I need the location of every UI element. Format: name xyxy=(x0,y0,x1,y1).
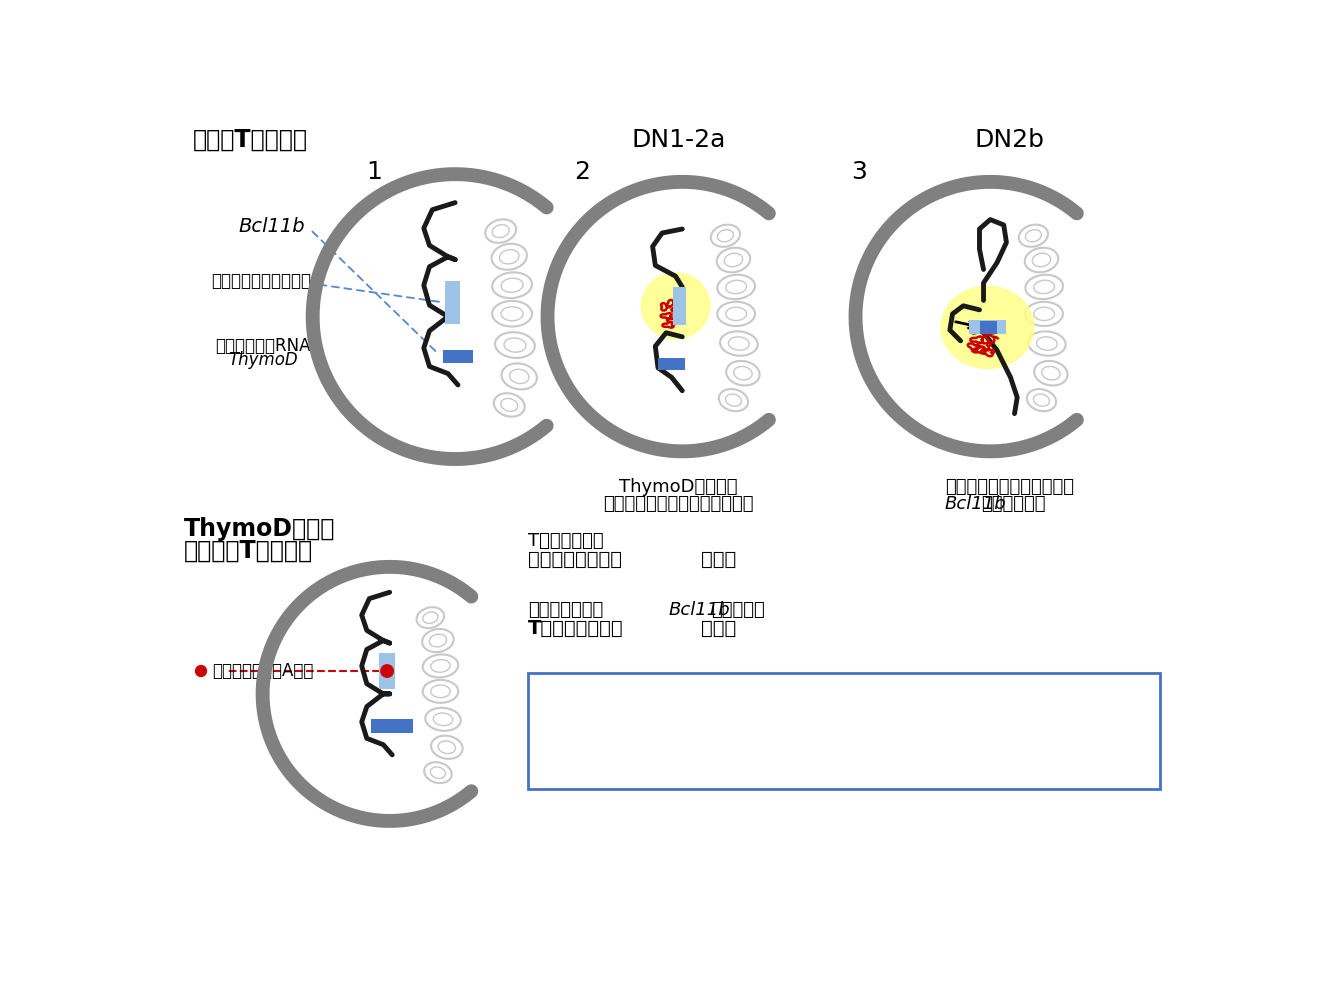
Text: ThymoD転写が: ThymoD転写が xyxy=(184,517,335,541)
Text: ThymoDの転写が: ThymoDの転写が xyxy=(619,478,738,496)
Text: 長鎖非コードRNA: 長鎖非コードRNA xyxy=(215,338,310,356)
Bar xyxy=(969,321,1007,335)
Text: Bcl11b: Bcl11b xyxy=(944,495,1005,513)
Text: ThymoD: ThymoD xyxy=(228,352,298,370)
Text: 停止したT細胞分化: 停止したT細胞分化 xyxy=(184,538,314,562)
Text: ・: ・ xyxy=(539,736,549,755)
Text: 複合型免疫不全症: 複合型免疫不全症 xyxy=(529,550,622,569)
Text: T細胞分化障害: T細胞分化障害 xyxy=(529,532,603,550)
Text: スーパーエンハンサーを活性化: スーパーエンハンサーを活性化 xyxy=(603,495,754,513)
FancyBboxPatch shape xyxy=(529,673,1160,789)
Bar xyxy=(980,322,997,334)
Text: DN2b: DN2b xyxy=(975,128,1044,152)
Text: 1: 1 xyxy=(366,160,382,184)
Ellipse shape xyxy=(641,273,710,340)
Text: の発症: の発症 xyxy=(701,619,736,638)
Text: 核内の配置転換が誘導され: 核内の配置転換が誘導され xyxy=(945,478,1075,496)
Text: の発症: の発症 xyxy=(701,550,736,569)
Bar xyxy=(445,281,461,324)
Text: の発現低下: の発現低下 xyxy=(710,601,765,619)
Bar xyxy=(371,718,414,732)
Text: がん抑制遺伝子: がん抑制遺伝子 xyxy=(529,601,603,619)
Text: ThymoD: ThymoD xyxy=(549,736,618,755)
Text: 正常なT細胞分化: 正常なT細胞分化 xyxy=(194,128,308,152)
Text: 挿入されたポリA配列: 挿入されたポリA配列 xyxy=(212,662,314,680)
Text: -BCL11B領域の3次元構造と白血病分類: -BCL11B領域の3次元構造と白血病分類 xyxy=(598,736,808,755)
Text: DN1-2a: DN1-2a xyxy=(631,128,726,152)
Text: Bcl11b: Bcl11b xyxy=(669,601,730,619)
Text: スーパーエンハンサー: スーパーエンハンサー xyxy=(211,273,311,291)
Text: ・エンハンサー活性化の初期メカニズムの解明: ・エンハンサー活性化の初期メカニズムの解明 xyxy=(539,711,749,729)
Bar xyxy=(673,287,686,325)
Text: 2: 2 xyxy=(574,160,590,184)
Circle shape xyxy=(380,664,394,678)
Bar xyxy=(379,653,395,688)
Bar xyxy=(443,351,474,363)
Text: 3: 3 xyxy=(852,160,868,184)
Bar xyxy=(658,358,685,370)
Text: Bcl11b: Bcl11b xyxy=(239,217,304,236)
Text: T細胞系悪性腫瘍: T細胞系悪性腫瘍 xyxy=(529,619,623,638)
Circle shape xyxy=(195,665,207,677)
Text: 本研究の目的: 本研究の目的 xyxy=(539,687,603,705)
Ellipse shape xyxy=(940,286,1035,369)
Text: の発現が上昇: の発現が上昇 xyxy=(981,495,1045,513)
